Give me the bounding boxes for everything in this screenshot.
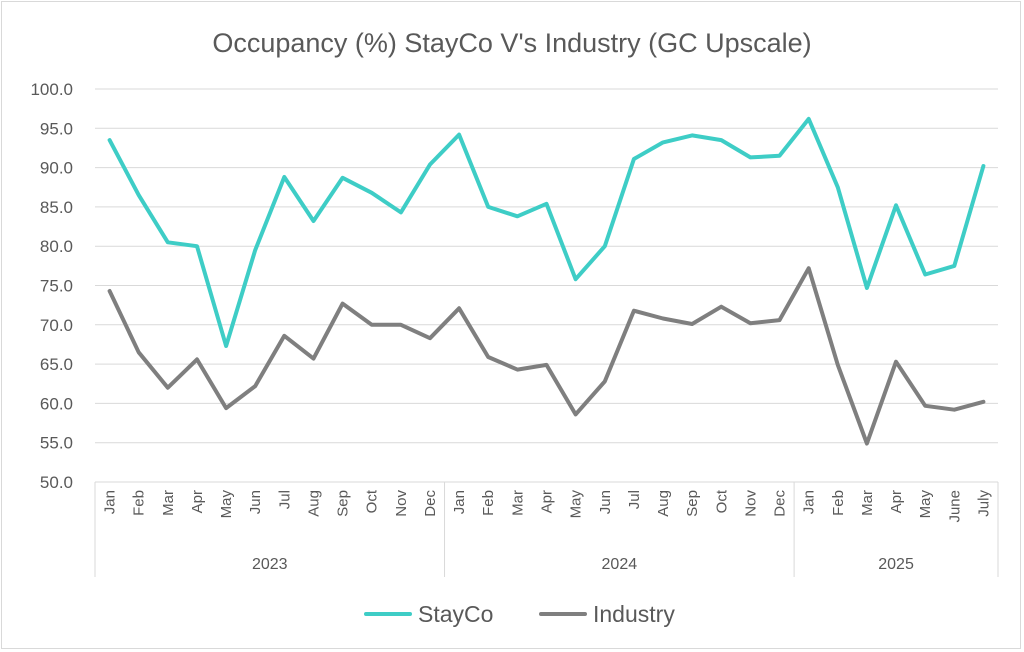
x-tick-label: Mar [160, 490, 177, 516]
x-tick-label: Dec [772, 490, 789, 517]
x-tick-label: Jan [102, 490, 119, 514]
year-label: 2023 [252, 556, 288, 573]
y-tick-label: 55.0 [40, 434, 73, 453]
x-tick-label: Aug [655, 490, 672, 517]
x-tick-label: July [975, 490, 992, 517]
series-line-stayco [107, 116, 986, 348]
y-tick-label: 60.0 [40, 394, 73, 413]
x-tick-label: Jul [276, 490, 293, 509]
x-tick-label: Feb [131, 490, 148, 516]
y-tick-label: 85.0 [40, 198, 73, 217]
x-tick-label: Aug [305, 490, 322, 517]
y-tick-label: 100.0 [30, 80, 73, 99]
series-lines [107, 116, 986, 446]
x-tick-label: Dec [422, 490, 439, 517]
x-tick-label: May [218, 490, 235, 519]
year-label: 2025 [878, 556, 914, 573]
y-tick-label: 95.0 [40, 119, 73, 138]
x-tick-label: Jun [247, 490, 264, 514]
x-tick-label: Feb [480, 490, 497, 516]
legend: StayCo Industry [364, 601, 675, 627]
chart-title: Occupancy (%) StayCo V's Industry (GC Up… [212, 28, 811, 58]
x-tick-label: Jan [801, 490, 818, 514]
y-tick-label: 65.0 [40, 355, 73, 374]
y-tick-label: 80.0 [40, 237, 73, 256]
x-tick-label: Jun [597, 490, 614, 514]
y-tick-label: 75.0 [40, 277, 73, 296]
series-line-industry [107, 266, 986, 446]
x-tick-label: Mar [859, 490, 876, 516]
x-tick-label: May [568, 490, 585, 519]
x-tick-label: Oct [713, 489, 730, 513]
x-tick-label: Nov [393, 490, 410, 517]
gridlines [95, 88, 998, 444]
x-tick-label: Nov [742, 490, 759, 517]
x-tick-label: Apr [539, 490, 556, 513]
x-tick-label: Jul [626, 490, 643, 509]
x-tick-label: Feb [830, 490, 847, 516]
x-tick-label: Apr [189, 490, 206, 513]
y-tick-label: 90.0 [40, 159, 73, 178]
x-tick-label: Oct [364, 489, 381, 513]
x-tick-label: Jan [451, 490, 468, 514]
y-tick-label: 50.0 [40, 473, 73, 492]
x-tick-label: Apr [888, 490, 905, 513]
x-tick-label: Sep [684, 490, 701, 517]
legend-label: StayCo [418, 601, 493, 627]
x-tick-label: June [946, 490, 963, 523]
x-tick-label: Sep [335, 490, 352, 517]
year-label: 2024 [602, 556, 638, 573]
x-tick-label: May [917, 490, 934, 519]
x-tick-label: Mar [509, 490, 526, 516]
axes: 50.0 55.0 60.0 65.0 70.0 75.0 80.0 85.0 90.0 95.0… [30, 80, 999, 577]
y-tick-label: 70.0 [40, 316, 73, 335]
legend-label: Industry [593, 601, 675, 627]
